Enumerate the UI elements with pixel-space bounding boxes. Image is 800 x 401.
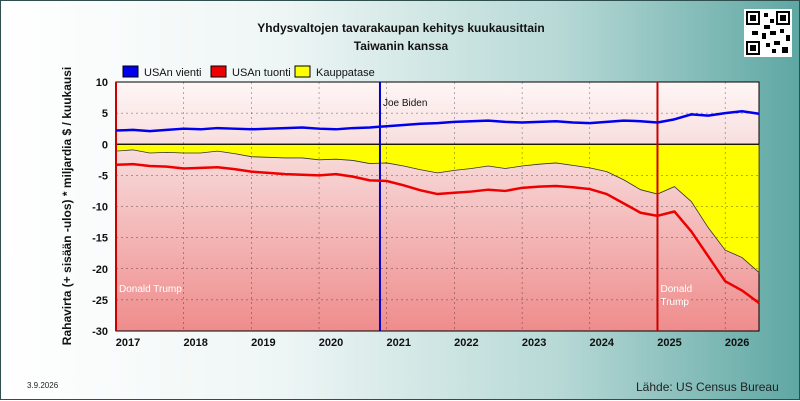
x-tick-label: 2023 <box>522 337 546 349</box>
chart-title: Yhdysvaltojen tavarakaupan kehitys kuuka… <box>257 21 545 35</box>
legend-swatch-exports <box>122 65 139 78</box>
x-tick-label: 2025 <box>657 337 681 349</box>
y-tick-label: -25 <box>92 295 108 307</box>
source-credit: Lähde: US Census Bureau <box>636 380 779 394</box>
annotation-label: Joe Biden <box>383 98 427 109</box>
x-tick-label: 2018 <box>183 337 207 349</box>
y-tick-label: -30 <box>92 326 108 338</box>
legend-label-exports: USAn vienti <box>144 67 201 79</box>
legend: USAn vienti USAn tuonti Kauppatase <box>122 65 375 79</box>
annotation-label: Donald Trump <box>119 284 182 295</box>
y-tick-label: -20 <box>92 264 108 276</box>
date-stamp: 3.9.2026 <box>27 381 59 390</box>
series-imports-line <box>115 162 760 304</box>
x-tick-label: 2021 <box>386 337 410 349</box>
x-tick-label: 2026 <box>725 337 749 349</box>
x-tick-label: 2019 <box>251 337 275 349</box>
legend-swatch-balance <box>294 65 311 78</box>
y-axis-label: Rahavirta (+ sisään -ulos) * miljardia $… <box>60 67 74 345</box>
annotation-label: Donald <box>660 284 692 295</box>
chart-subtitle: Taiwanin kanssa <box>353 39 449 53</box>
x-tick-label: 2017 <box>116 337 140 349</box>
y-tick-label: 5 <box>102 108 108 120</box>
x-tick-label: 2024 <box>590 337 615 349</box>
plot-area: 10 5 0 -5 -10 -15 -20 -25 -30 2017 2018 2019 2020 202… <box>92 77 760 349</box>
legend-label-imports: USAn tuonti <box>232 67 291 79</box>
y-tick-label: -5 <box>98 170 108 182</box>
y-tick-label: -15 <box>92 233 108 245</box>
x-tick-label: 2020 <box>319 337 343 349</box>
annotation-label: Trump <box>660 297 689 308</box>
series-exports-line <box>115 110 760 133</box>
legend-label-balance: Kauppatase <box>316 67 375 79</box>
y-tick-label: 10 <box>96 77 108 89</box>
y-tick-label: -10 <box>92 202 108 214</box>
x-tick-label: 2022 <box>454 337 478 349</box>
y-tick-label: 0 <box>102 139 108 151</box>
series-balance-area <box>115 143 760 274</box>
legend-swatch-imports <box>210 65 227 78</box>
qr-code <box>744 9 792 57</box>
